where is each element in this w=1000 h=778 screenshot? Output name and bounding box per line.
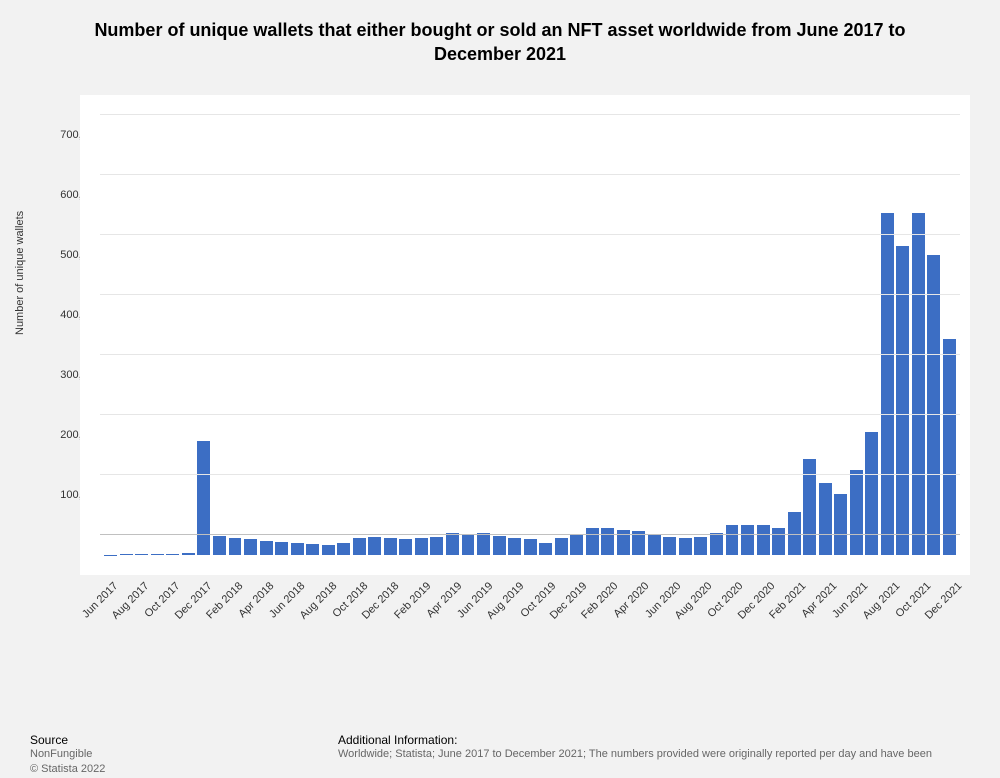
- x-tick-label: Oct 2021: [925, 580, 933, 588]
- bar: [120, 554, 133, 555]
- bar: [679, 538, 692, 555]
- bar: [291, 543, 304, 555]
- bar: [477, 533, 490, 555]
- x-tick-label: Jun 2021: [862, 580, 870, 588]
- y-axis-title: Number of unique wallets: [14, 211, 26, 335]
- bar: [368, 537, 381, 555]
- bar: [462, 535, 475, 555]
- bar: [213, 536, 226, 555]
- gridline: [100, 174, 960, 175]
- x-tick-label: Feb 2020: [612, 580, 620, 588]
- bars-container: [100, 105, 960, 555]
- x-tick-label: Apr 2018: [268, 580, 276, 588]
- x-tick-label: Oct 2017: [174, 580, 182, 588]
- x-tick-label: Oct 2020: [737, 580, 745, 588]
- copyright-line: © Statista 2022: [30, 762, 310, 777]
- x-tick-label: Dec 2019: [581, 580, 589, 588]
- chart-plot-area: [80, 95, 970, 575]
- bar: [337, 543, 350, 555]
- bar: [197, 441, 210, 555]
- gridline: [100, 294, 960, 295]
- x-tick-labels: Jun 2017 Aug 2017 Oct 2017 Dec 2017 Feb 2018…: [100, 580, 960, 660]
- x-tick-label: Aug 2020: [706, 580, 714, 588]
- x-tick-label: Feb 2019: [425, 580, 433, 588]
- bar: [430, 537, 443, 555]
- gridline: [100, 114, 960, 115]
- bar: [850, 470, 863, 555]
- bar: [726, 525, 739, 555]
- bar: [244, 539, 257, 555]
- x-tick-label: Jun 2017: [112, 580, 120, 588]
- bar: [741, 525, 754, 555]
- bar: [912, 213, 925, 555]
- bar: [648, 534, 661, 555]
- bar: [570, 535, 583, 555]
- bar: [881, 213, 894, 555]
- bar: [415, 538, 428, 555]
- x-tick-label: Oct 2019: [550, 580, 558, 588]
- bar: [710, 533, 723, 555]
- bar: [151, 554, 164, 555]
- x-tick-label: Aug 2019: [518, 580, 526, 588]
- x-tick-label: Apr 2021: [831, 580, 839, 588]
- bar: [493, 536, 506, 555]
- gridline: [100, 234, 960, 235]
- gridline: [100, 474, 960, 475]
- bar: [182, 553, 195, 555]
- bar: [446, 533, 459, 555]
- bar: [943, 339, 956, 555]
- bar: [834, 494, 847, 555]
- bar: [586, 528, 599, 555]
- bar: [772, 528, 785, 555]
- x-tick-label: Dec 2021: [956, 580, 964, 588]
- bar: [663, 537, 676, 555]
- x-tick-label: Feb 2018: [237, 580, 245, 588]
- source-heading: Source: [30, 733, 310, 747]
- bar: [399, 539, 412, 555]
- bar: [508, 538, 521, 555]
- bar: [166, 554, 179, 555]
- bar: [260, 541, 273, 555]
- x-tick-label: Jun 2020: [675, 580, 683, 588]
- additional-info-text: Worldwide; Statista; June 2017 to Decemb…: [338, 747, 1000, 762]
- bar: [694, 537, 707, 555]
- bar: [524, 539, 537, 555]
- gridline: [100, 354, 960, 355]
- x-tick-label: Feb 2021: [800, 580, 808, 588]
- bar: [229, 538, 242, 555]
- x-tick-label: Aug 2017: [143, 580, 151, 588]
- additional-info-heading: Additional Information:: [338, 733, 1000, 747]
- bar: [306, 544, 319, 555]
- bar: [601, 528, 614, 555]
- bar: [384, 538, 397, 555]
- bar: [819, 483, 832, 555]
- x-tick-label: Jun 2019: [487, 580, 495, 588]
- x-tick-label: Oct 2018: [362, 580, 370, 588]
- x-tick-label: Dec 2020: [769, 580, 777, 588]
- source-line: NonFungible: [30, 747, 310, 762]
- bar: [275, 542, 288, 555]
- x-tick-label: Aug 2018: [331, 580, 339, 588]
- x-tick-label: Jun 2018: [299, 580, 307, 588]
- bar: [322, 545, 335, 555]
- bar: [927, 255, 940, 555]
- bar: [865, 432, 878, 555]
- x-tick-label: Aug 2021: [894, 580, 902, 588]
- bar: [135, 554, 148, 555]
- bar: [757, 525, 770, 555]
- bar: [539, 543, 552, 555]
- gridline: [100, 534, 960, 535]
- x-tick-label: Dec 2018: [393, 580, 401, 588]
- bar: [896, 246, 909, 555]
- gridline: [100, 414, 960, 415]
- bar: [555, 538, 568, 555]
- bar: [353, 538, 366, 555]
- chart-title: Number of unique wallets that either bou…: [0, 0, 1000, 75]
- x-tick-label: Apr 2020: [643, 580, 651, 588]
- x-tick-label: Dec 2017: [206, 580, 214, 588]
- x-tick-label: Apr 2019: [456, 580, 464, 588]
